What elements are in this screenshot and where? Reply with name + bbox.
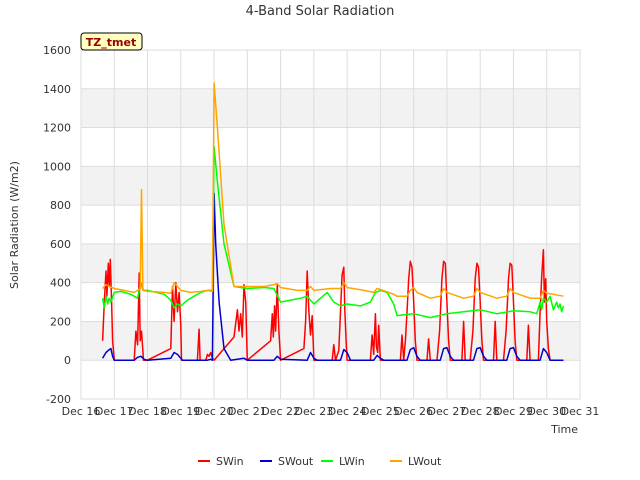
plot-band: [81, 243, 580, 283]
x-axis-label: Time: [550, 423, 578, 436]
y-tick-label: 200: [50, 315, 71, 328]
y-tick-label: 400: [50, 277, 71, 290]
y-tick-label: -200: [46, 393, 71, 406]
series-line-lwout: [102, 82, 564, 299]
x-tick-label: Dec 22: [261, 405, 300, 418]
x-tick-label: Dec 29: [494, 405, 533, 418]
x-tick-label: Dec 28: [461, 405, 500, 418]
plot-band: [81, 360, 580, 399]
y-tick-label: 1400: [43, 83, 71, 96]
tz-badge-text: TZ_tmet: [86, 36, 136, 49]
x-tick-label: Dec 31: [561, 405, 600, 418]
tz-badge-box: [80, 32, 143, 51]
legend-label-swout: SWout: [278, 455, 314, 468]
plot-area: [80, 49, 581, 400]
plot-band: [81, 127, 580, 167]
legend-label-lwin: LWin: [339, 455, 365, 468]
x-tick-label: Dec 26: [394, 405, 433, 418]
legend-label-lwout: LWout: [408, 455, 442, 468]
x-tick-label: Dec 19: [161, 405, 200, 418]
legend-label-swin: SWin: [216, 455, 244, 468]
x-tick-label: Dec 18: [128, 405, 167, 418]
series-line-lwin: [101, 146, 565, 319]
x-tick-label: Dec 23: [294, 405, 333, 418]
series-line-swout: [101, 192, 564, 361]
y-axis-label: Solar Radiation (W/m2): [8, 161, 21, 289]
x-tick-label: Dec 16: [62, 405, 101, 418]
y-tick-label: 600: [50, 238, 71, 251]
series-layer: [101, 82, 565, 361]
x-tick-label: Dec 21: [228, 405, 267, 418]
y-tick-label: 1200: [43, 122, 71, 135]
x-tick-label: Dec 17: [95, 405, 134, 418]
plot-band: [81, 88, 580, 128]
series-line-swin: [101, 248, 564, 361]
x-tick-label: Dec 20: [195, 405, 234, 418]
y-tick-label: 0: [64, 354, 71, 367]
y-tick-label: 1600: [43, 44, 71, 57]
x-tick-label: Dec 27: [428, 405, 467, 418]
chart-title: 4-Band Solar Radiation: [246, 4, 395, 19]
y-tick-label: 1000: [43, 160, 71, 173]
plot-band: [81, 50, 580, 89]
tz-badge: TZ_tmet: [80, 32, 143, 51]
y-axis-ticks: -200 0 200 400 600 800 1000 1200 1400 1600: [43, 44, 71, 406]
legend: SWin SWout LWin LWout: [198, 455, 442, 468]
plot-band: [81, 205, 580, 244]
x-tick-label: Dec 30: [527, 405, 566, 418]
y-tick-label: 800: [50, 199, 71, 212]
x-tick-label: Dec 24: [328, 405, 367, 418]
plot-band: [81, 166, 580, 206]
x-tick-label: Dec 25: [361, 405, 400, 418]
